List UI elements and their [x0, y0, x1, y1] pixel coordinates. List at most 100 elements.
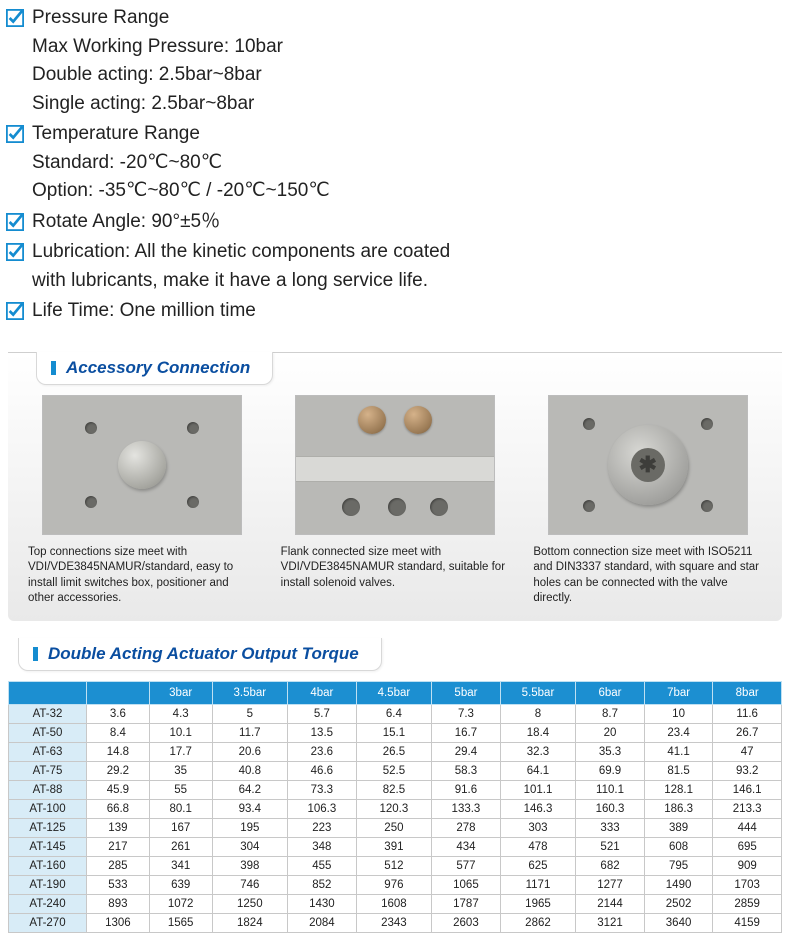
value-cell: 146.3: [500, 799, 576, 818]
torque-table-header-cell: 4bar: [288, 681, 357, 704]
value-cell: 93.2: [713, 761, 782, 780]
value-cell: 160.3: [576, 799, 645, 818]
value-cell: 261: [149, 837, 212, 856]
model-cell: AT-32: [9, 704, 87, 723]
value-cell: 41.1: [644, 742, 713, 761]
spec-line: Max Working Pressure: 10bar: [6, 33, 784, 62]
value-cell: 81.5: [644, 761, 713, 780]
torque-table-header-cell: 4.5bar: [356, 681, 432, 704]
value-cell: 10: [644, 704, 713, 723]
model-cell: AT-50: [9, 723, 87, 742]
value-cell: 73.3: [288, 780, 357, 799]
table-row: AT-145217261304348391434478521608695: [9, 837, 782, 856]
value-cell: 4.3: [149, 704, 212, 723]
value-cell: 52.5: [356, 761, 432, 780]
model-cell: AT-160: [9, 856, 87, 875]
value-cell: 304: [212, 837, 288, 856]
spec-pressure: Pressure Range Max Working Pressure: 10b…: [6, 4, 784, 118]
value-cell: 69.9: [576, 761, 645, 780]
spec-line: Single acting: 2.5bar~8bar: [6, 90, 784, 119]
value-cell: 5: [212, 704, 288, 723]
table-row: AT-2701306156518242084234326032862312136…: [9, 913, 782, 932]
torque-table-header-cell: 7bar: [644, 681, 713, 704]
torque-table-header-cell: 6bar: [576, 681, 645, 704]
spec-line: Life Time: One million time: [32, 297, 256, 326]
model-cell: AT-270: [9, 913, 87, 932]
torque-table-header-cell: 5bar: [432, 681, 501, 704]
spec-lifetime: Life Time: One million time: [6, 297, 784, 326]
value-cell: 639: [149, 875, 212, 894]
table-row: AT-1905336397468529761065117112771490170…: [9, 875, 782, 894]
value-cell: 1171: [500, 875, 576, 894]
torque-table-body: AT-323.64.355.76.47.388.71011.6AT-508.41…: [9, 704, 782, 932]
model-cell: AT-88: [9, 780, 87, 799]
connection-caption: Top connections size meet with VDI/VDE38…: [22, 545, 263, 607]
check-icon: [6, 124, 24, 142]
value-cell: 35: [149, 761, 212, 780]
torque-table-header-cell: [87, 681, 150, 704]
value-cell: 186.3: [644, 799, 713, 818]
value-cell: 106.3: [288, 799, 357, 818]
value-cell: 6.4: [356, 704, 432, 723]
value-cell: 444: [713, 818, 782, 837]
torque-table-header-cell: [9, 681, 87, 704]
table-row: AT-8845.95564.273.382.591.6101.1110.1128…: [9, 780, 782, 799]
value-cell: 80.1: [149, 799, 212, 818]
value-cell: 976: [356, 875, 432, 894]
value-cell: 15.1: [356, 723, 432, 742]
value-cell: 40.8: [212, 761, 288, 780]
value-cell: 128.1: [644, 780, 713, 799]
title-bullet-icon: [51, 361, 56, 375]
section-title-bar: Double Acting Actuator Output Torque: [18, 638, 382, 671]
value-cell: 18.4: [500, 723, 576, 742]
value-cell: 55: [149, 780, 212, 799]
connection-caption: Flank connected size meet with VDI/VDE38…: [275, 545, 516, 592]
spec-line: Double acting: 2.5bar~8bar: [6, 61, 784, 90]
value-cell: 1703: [713, 875, 782, 894]
spec-temperature: Temperature Range Standard: -20℃~80℃ Opt…: [6, 120, 784, 206]
value-cell: 1065: [432, 875, 501, 894]
value-cell: 45.9: [87, 780, 150, 799]
check-icon: [6, 301, 24, 319]
value-cell: 391: [356, 837, 432, 856]
model-cell: AT-63: [9, 742, 87, 761]
value-cell: 120.3: [356, 799, 432, 818]
table-row: AT-6314.817.720.623.626.529.432.335.341.…: [9, 742, 782, 761]
model-cell: AT-125: [9, 818, 87, 837]
check-icon: [6, 212, 24, 230]
connection-col: Top connections size meet with VDI/VDE38…: [22, 395, 263, 607]
value-cell: 20.6: [212, 742, 288, 761]
connection-image-bottom: ✱: [548, 395, 748, 535]
connection-image-top: [42, 395, 242, 535]
value-cell: 101.1: [500, 780, 576, 799]
section-title: Double Acting Actuator Output Torque: [48, 644, 359, 664]
value-cell: 82.5: [356, 780, 432, 799]
value-cell: 909: [713, 856, 782, 875]
value-cell: 139: [87, 818, 150, 837]
value-cell: 26.7: [713, 723, 782, 742]
value-cell: 1490: [644, 875, 713, 894]
value-cell: 110.1: [576, 780, 645, 799]
value-cell: 46.6: [288, 761, 357, 780]
value-cell: 341: [149, 856, 212, 875]
value-cell: 8: [500, 704, 576, 723]
value-cell: 7.3: [432, 704, 501, 723]
value-cell: 20: [576, 723, 645, 742]
value-cell: 223: [288, 818, 357, 837]
value-cell: 1306: [87, 913, 150, 932]
value-cell: 389: [644, 818, 713, 837]
value-cell: 278: [432, 818, 501, 837]
value-cell: 333: [576, 818, 645, 837]
torque-table-header-cell: 5.5bar: [500, 681, 576, 704]
value-cell: 8.4: [87, 723, 150, 742]
value-cell: 608: [644, 837, 713, 856]
value-cell: 11.6: [713, 704, 782, 723]
torque-table-header-cell: 3bar: [149, 681, 212, 704]
value-cell: 10.1: [149, 723, 212, 742]
value-cell: 4159: [713, 913, 782, 932]
spec-line: Standard: -20℃~80℃: [6, 149, 784, 178]
value-cell: 23.6: [288, 742, 357, 761]
value-cell: 35.3: [576, 742, 645, 761]
torque-table-header-cell: 8bar: [713, 681, 782, 704]
model-cell: AT-75: [9, 761, 87, 780]
